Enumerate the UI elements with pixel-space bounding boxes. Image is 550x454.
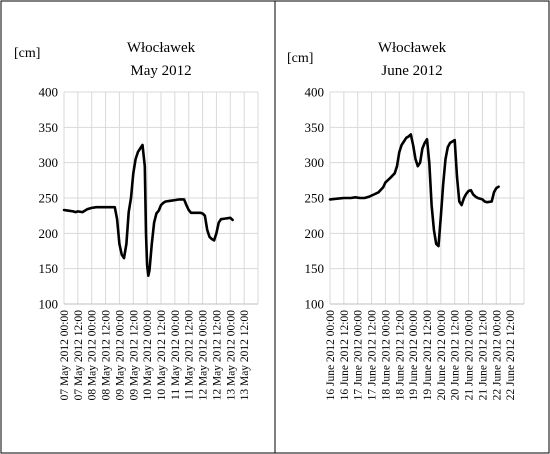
y-axis-unit: [cm] bbox=[14, 46, 40, 61]
x-tick-label: 13 May 2012 00:00 bbox=[225, 310, 237, 401]
x-tick-label: 16 June 2012 00:00 bbox=[325, 310, 337, 401]
chart-title: Włocławek bbox=[127, 40, 196, 56]
x-tick-label: 20 June 2012 00:00 bbox=[436, 310, 448, 401]
x-tick-label: 10 May 2012 00:00 bbox=[142, 310, 154, 401]
chart-subtitle: June 2012 bbox=[381, 63, 442, 79]
x-tick-label: 07 May 2012 00:00 bbox=[59, 310, 71, 401]
x-tick-label: 09 May 2012 12:00 bbox=[128, 310, 140, 401]
x-tick-label: 17 June 2012 00:00 bbox=[353, 310, 365, 401]
y-tick-label: 400 bbox=[305, 85, 325, 100]
x-tick-label: 10 May 2012 12:00 bbox=[156, 310, 168, 401]
x-tick-label: 11 May 2012 00:00 bbox=[170, 310, 182, 400]
x-tick-label: 18 June 2012 00:00 bbox=[380, 310, 392, 401]
x-tick-label: 16 June 2012 12:00 bbox=[339, 310, 351, 401]
x-tick-label: 07 May 2012 12:00 bbox=[73, 310, 85, 401]
y-tick-label: 300 bbox=[305, 155, 325, 170]
panel-frame-right bbox=[274, 0, 550, 454]
chart-title: Włocławek bbox=[378, 40, 447, 56]
y-tick-label: 350 bbox=[39, 120, 59, 135]
y-tick-label: 100 bbox=[305, 297, 325, 312]
y-tick-label: 150 bbox=[305, 261, 325, 276]
x-tick-label: 18 June 2012 12:00 bbox=[394, 310, 406, 401]
y-tick-label: 100 bbox=[39, 297, 59, 312]
x-tick-label: 08 May 2012 00:00 bbox=[87, 310, 99, 401]
x-tick-label: 09 May 2012 00:00 bbox=[114, 310, 126, 401]
y-tick-label: 400 bbox=[39, 85, 59, 100]
series-line bbox=[328, 133, 500, 248]
x-tick-label: 21 June 2012 12:00 bbox=[477, 310, 489, 401]
y-tick-label: 150 bbox=[39, 261, 59, 276]
x-tick-label: 19 June 2012 00:00 bbox=[408, 310, 420, 401]
x-tick-label: 21 June 2012 00:00 bbox=[464, 310, 476, 401]
x-tick-label: 17 June 2012 12:00 bbox=[367, 310, 379, 401]
x-tick-label: 12 May 2012 00:00 bbox=[198, 310, 210, 401]
series-line bbox=[62, 143, 234, 277]
y-tick-label: 200 bbox=[305, 226, 325, 241]
x-tick-label: 08 May 2012 12:00 bbox=[101, 310, 113, 401]
y-tick-label: 250 bbox=[305, 191, 325, 206]
x-tick-label: 20 June 2012 12:00 bbox=[450, 310, 462, 401]
chart-june-2012: Włocławek June 2012 [cm] 100 150 200 250 300… bbox=[287, 40, 525, 401]
x-tick-label: 19 June 2012 12:00 bbox=[422, 310, 434, 401]
y-axis-unit: [cm] bbox=[287, 51, 313, 66]
x-tick-label: 12 May 2012 12:00 bbox=[211, 310, 223, 401]
y-tick-label: 250 bbox=[39, 191, 59, 206]
chart-subtitle: May 2012 bbox=[130, 63, 191, 79]
y-tick-label: 200 bbox=[39, 226, 59, 241]
chart-may-2012: Włocławek May 2012 [cm] 100 150 200 250 300 3… bbox=[14, 40, 259, 401]
x-tick-label: 22 June 2012 00:00 bbox=[491, 310, 503, 401]
x-tick-label: 11 May 2012 12:00 bbox=[184, 310, 196, 400]
y-tick-label: 300 bbox=[39, 155, 59, 170]
x-tick-label: 22 June 2012 12:00 bbox=[505, 310, 517, 401]
x-tick-label: 13 May 2012 12:00 bbox=[239, 310, 251, 401]
y-tick-label: 350 bbox=[305, 120, 325, 135]
